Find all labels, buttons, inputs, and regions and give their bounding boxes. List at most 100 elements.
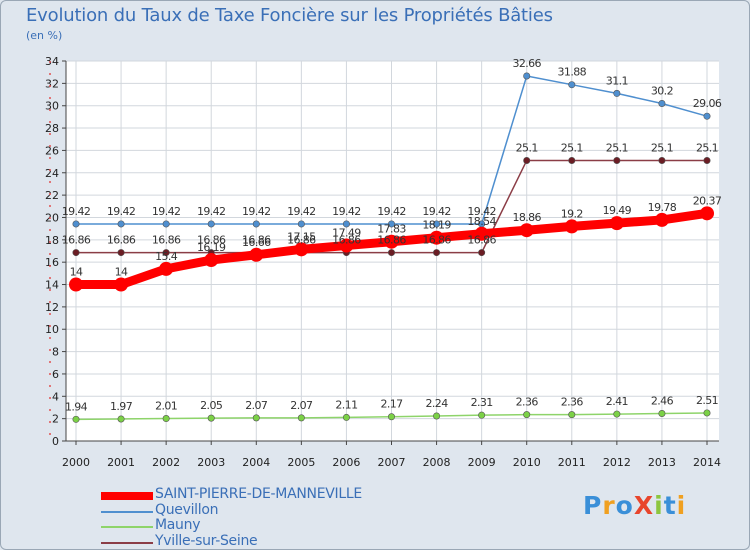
data-point-quevillon	[207, 220, 215, 228]
data-point-saint-pierre	[114, 277, 129, 292]
data-label: 20.37	[693, 194, 722, 207]
proxiti-logo: ProXiti	[583, 491, 687, 520]
data-label: 30.2	[651, 84, 673, 97]
data-label: 15.4	[155, 250, 178, 263]
data-label: 14	[115, 266, 128, 279]
data-point-mauny	[568, 411, 576, 419]
data-label: 19.42	[467, 205, 496, 218]
data-point-saint-pierre	[339, 238, 354, 253]
data-point-quevillon	[162, 220, 170, 228]
data-point-saint-pierre	[609, 216, 624, 231]
data-point-mauny	[72, 415, 80, 423]
data-label: 17.15	[287, 230, 316, 243]
x-tick-label: 2007	[378, 456, 406, 469]
data-point-quevillon	[523, 72, 531, 80]
data-label: 25.1	[516, 141, 538, 154]
data-label: 16.86	[332, 234, 361, 247]
data-label: 19.42	[152, 205, 181, 218]
y-tick-label: 12	[45, 301, 59, 314]
data-point-quevillon	[703, 112, 711, 120]
data-label: 18.19	[422, 219, 451, 232]
data-label: 2.41	[606, 395, 628, 408]
y-tick-label: 30	[45, 100, 59, 113]
data-point-quevillon	[342, 220, 350, 228]
data-point-mauny	[658, 410, 666, 418]
data-label: 16.86	[377, 234, 406, 247]
data-point-quevillon	[72, 220, 80, 228]
data-point-yville-sur-seine	[162, 249, 170, 257]
y-tick-label: 24	[45, 167, 59, 180]
x-tick-label: 2011	[558, 456, 586, 469]
data-label: 16.66	[242, 236, 271, 249]
y-tick-label: 32	[45, 77, 59, 90]
data-label: 25.1	[651, 141, 673, 154]
data-label: 31.1	[606, 74, 628, 87]
data-point-mauny	[433, 412, 441, 420]
legend-item-yville: Yville-sur-Seine	[101, 533, 421, 549]
x-tick-label: 2002	[152, 456, 180, 469]
data-label: 14	[70, 266, 83, 279]
data-point-saint-pierre	[564, 219, 579, 234]
data-label: 19.42	[197, 205, 226, 218]
data-label: 19.42	[422, 205, 451, 218]
x-tick-label: 2009	[468, 456, 496, 469]
data-label: 17.49	[332, 227, 361, 240]
legend-swatch	[101, 511, 153, 513]
data-point-quevillon	[613, 89, 621, 97]
data-point-mauny	[342, 413, 350, 421]
data-point-mauny	[117, 415, 125, 423]
y-tick-label: 20	[45, 211, 59, 224]
y-tick-label: 6	[52, 368, 59, 381]
data-label: 17.83	[377, 223, 406, 236]
data-label: 18.54	[467, 215, 496, 228]
y-tick-label: 0	[52, 435, 59, 448]
x-tick-label: 2012	[603, 456, 631, 469]
data-label: 18.86	[512, 211, 541, 224]
data-label: 32.66	[512, 57, 541, 70]
legend-label: Yville-sur-Seine	[155, 533, 258, 549]
data-point-saint-pierre	[474, 226, 489, 241]
data-label: 19.42	[287, 205, 316, 218]
data-label: 19.49	[603, 204, 632, 217]
data-point-mauny	[478, 411, 486, 419]
data-point-yville-sur-seine	[387, 249, 395, 257]
legend-item-quevillon: Quevillon	[101, 502, 421, 519]
data-label: 19.42	[332, 205, 361, 218]
data-label: 2.11	[335, 398, 357, 411]
x-tick-label: 2014	[693, 456, 721, 469]
data-label: 2.01	[155, 400, 177, 413]
data-point-mauny	[252, 414, 260, 422]
data-point-yville-sur-seine	[478, 249, 486, 257]
legend-swatch	[101, 492, 153, 500]
data-label: 25.1	[561, 141, 583, 154]
data-label: 19.42	[377, 205, 406, 218]
data-point-quevillon	[387, 220, 395, 228]
data-label: 16.86	[242, 234, 271, 247]
data-label: 19.42	[242, 205, 271, 218]
data-label: 16.86	[62, 234, 91, 247]
y-axis-unit: (en %)	[26, 29, 63, 42]
data-point-saint-pierre	[429, 230, 444, 245]
x-tick-label: 2001	[107, 456, 135, 469]
y-tick-label: 14	[45, 279, 59, 292]
x-tick-label: 2013	[648, 456, 676, 469]
data-label: 2.05	[200, 399, 223, 412]
legend-item-mauny: Mauny	[101, 517, 421, 534]
data-label: 2.07	[245, 399, 268, 412]
legend-label: Quevillon	[155, 502, 219, 518]
data-label: 16.19	[197, 241, 226, 254]
x-tick-label: 2003	[197, 456, 225, 469]
data-point-yville-sur-seine	[703, 156, 711, 164]
legend-label: SAINT-PIERRE-DE-MANNEVILLE	[155, 486, 362, 502]
data-point-mauny	[387, 413, 395, 421]
data-label: 2.07	[290, 399, 313, 412]
data-point-mauny	[162, 415, 170, 423]
data-point-yville-sur-seine	[117, 249, 125, 257]
data-label: 16.86	[107, 234, 136, 247]
data-label: 16.86	[197, 234, 226, 247]
legend-swatch	[101, 526, 153, 528]
data-point-quevillon	[433, 220, 441, 228]
data-point-yville-sur-seine	[568, 156, 576, 164]
legend-item-saint-pierre: SAINT-PIERRE-DE-MANNEVILLE	[101, 486, 421, 503]
data-point-quevillon	[658, 99, 666, 107]
